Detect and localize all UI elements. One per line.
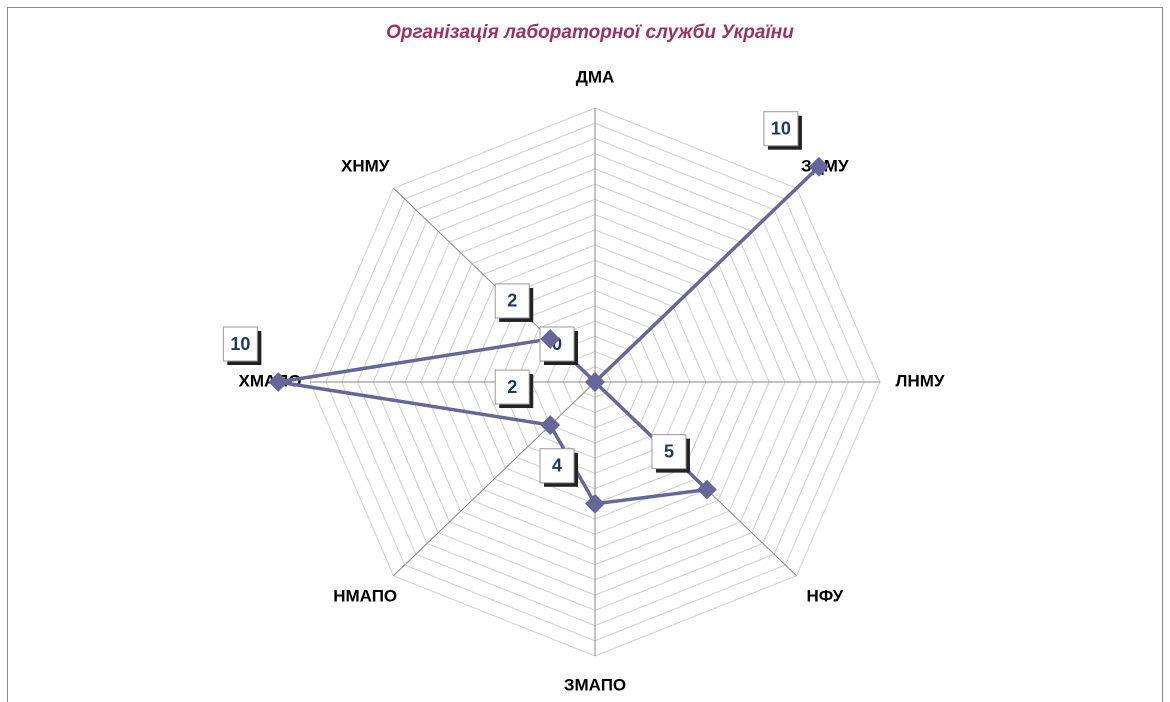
category-label: ЗМАПО: [564, 675, 626, 694]
label-box: [222, 326, 258, 362]
label-box: [651, 434, 687, 470]
data-label: 2: [507, 377, 517, 397]
category-label: НМАПО: [333, 586, 397, 605]
category-label: ДМА: [576, 67, 615, 86]
data-label: 5: [664, 441, 674, 461]
category-label: ЛНМУ: [896, 371, 945, 390]
chart-title: Організація лабораторної служби України: [386, 22, 794, 43]
marker: [268, 372, 289, 392]
category-label: ХНМУ: [341, 157, 390, 176]
label-box: [763, 111, 799, 147]
data-label: 4: [552, 456, 562, 476]
label-box: [539, 448, 575, 484]
data-label: 10: [771, 118, 791, 138]
label-box: [494, 283, 530, 319]
spoke: [393, 381, 596, 577]
category-label: НФУ: [806, 586, 843, 605]
data-label: 10: [230, 334, 250, 354]
chart-frame: [7, 7, 1163, 702]
data-label: 0: [552, 334, 562, 354]
label-box: [539, 326, 575, 362]
label-box: [494, 369, 530, 405]
data-label: 2: [507, 291, 517, 311]
